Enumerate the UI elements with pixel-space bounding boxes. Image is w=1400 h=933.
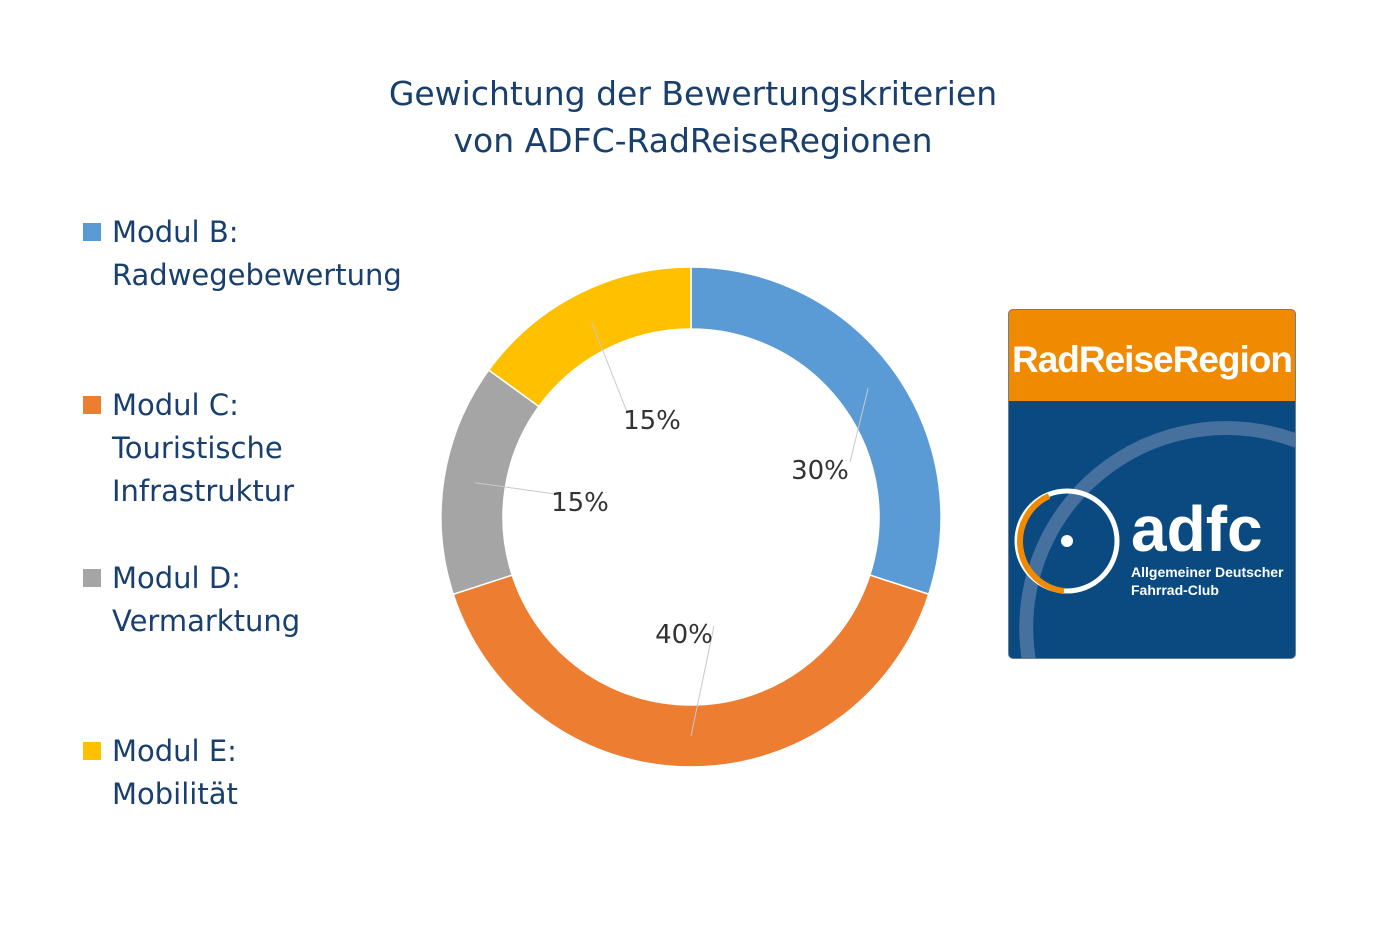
leader-line [690, 625, 715, 737]
donut-slice [452, 574, 930, 768]
donut-slice [690, 266, 942, 596]
chart-title-line-1: Gewichtung der Bewertungskriterien [388, 74, 998, 113]
adfc-logo-graphic: adfc Allgemeiner Deutscher Fahrrad-Club [1014, 421, 1295, 658]
leader-line [849, 388, 869, 463]
legend-swatch-orange [83, 396, 101, 414]
legend-label-line: Modul D: [112, 561, 241, 595]
legend-label-line: Touristische [112, 431, 283, 465]
legend-label-line: Modul C: [112, 388, 239, 422]
legend-item-modul-e: Modul E: Mobilität [83, 730, 452, 816]
legend-label-line: Infrastruktur [112, 474, 295, 508]
legend-swatch-blue [83, 223, 101, 241]
leader-line [474, 482, 556, 495]
data-label: 30% [791, 456, 849, 486]
legend-swatch-yellow [83, 742, 101, 760]
legend-item-modul-c: Modul C: Touristische Infrastruktur [83, 384, 452, 513]
legend-item-modul-d: Modul D: Vermarktung [83, 557, 452, 643]
legend-item-modul-b: Modul B: Radwegebewertung [83, 211, 452, 297]
svg-text:Allgemeiner Deutscher: Allgemeiner Deutscher [1131, 564, 1284, 580]
chart-title: Gewichtung der Bewertungskriterien von A… [0, 70, 1386, 164]
donut-slice [487, 266, 692, 408]
legend-label-line: Modul B: [112, 215, 239, 249]
logo-banner: RadReiseRegion [1009, 310, 1295, 401]
adfc-radreiseregion-logo: RadReiseRegion adfc Allgemeiner Deutsche… [1008, 309, 1296, 659]
legend-label-line: Modul E: [112, 734, 237, 768]
svg-text:adfc: adfc [1131, 493, 1263, 565]
leader-line [591, 321, 628, 413]
legend-label-line: Radwegebewertung [112, 258, 402, 292]
legend-label-line: Mobilität [112, 777, 238, 811]
chart-title-line-2: von ADFC-RadReiseRegionen [453, 121, 933, 160]
svg-text:Fahrrad-Club: Fahrrad-Club [1131, 582, 1219, 598]
data-label: 15% [551, 488, 609, 518]
legend-swatch-gray [83, 569, 101, 587]
legend-label-line: Vermarktung [112, 604, 301, 638]
donut-slice [440, 369, 540, 596]
data-label: 15% [623, 406, 681, 436]
data-label: 40% [655, 620, 713, 650]
